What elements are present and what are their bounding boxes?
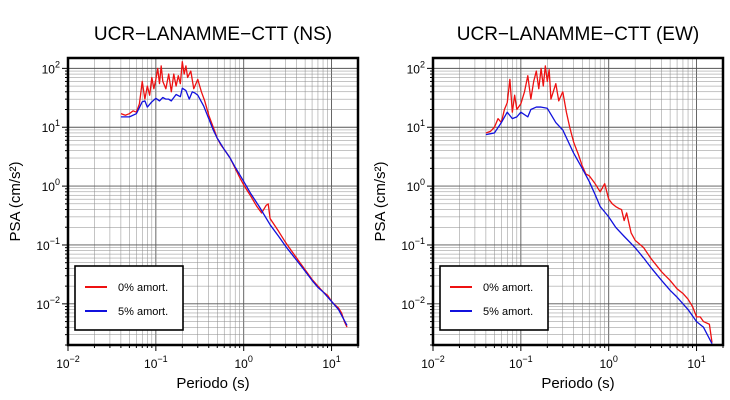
legend-label: 0% amort. bbox=[118, 282, 168, 294]
legend-label: 5% amort. bbox=[118, 306, 168, 318]
y-tick-label: 102 bbox=[42, 59, 60, 76]
y-tick-label: 10−1 bbox=[36, 236, 60, 253]
legend-box bbox=[74, 265, 184, 331]
chart-title: UCR−LANAMME−CTT (EW) bbox=[457, 24, 699, 45]
series-line-0 bbox=[485, 65, 713, 343]
y-tick-label: 101 bbox=[407, 118, 425, 135]
chart-title: UCR−LANAMME−CTT (NS) bbox=[94, 24, 332, 45]
legend-label: 0% amort. bbox=[483, 282, 533, 294]
legend-box bbox=[439, 265, 549, 331]
plot-frame bbox=[66, 56, 360, 347]
legend: 0% amort. 5% amort. bbox=[74, 265, 184, 331]
y-axis-label: PSA (cm/s²) bbox=[372, 161, 389, 241]
x-tick-label: 10−2 bbox=[56, 354, 80, 371]
x-tick-label: 10−1 bbox=[144, 354, 168, 371]
series-line-1 bbox=[485, 106, 713, 345]
legend-label: 5% amort. bbox=[483, 306, 533, 318]
y-axis-label: PSA (cm/s²) bbox=[7, 161, 24, 241]
plot-frame bbox=[431, 56, 725, 347]
x-tick-label: 10−1 bbox=[509, 354, 533, 371]
y-tick-label: 10−2 bbox=[36, 295, 60, 312]
chart-panel-0: UCR−LANAMME−CTT (NS) 10−2 10−1 100 101 10−2 10… bbox=[7, 24, 360, 392]
series-line-1 bbox=[120, 87, 348, 326]
x-tick-label: 101 bbox=[687, 354, 705, 371]
series-line-0 bbox=[120, 61, 348, 328]
chart-panel-1: UCR−LANAMME−CTT (EW) 10−2 10−1 100 101 10−2 10… bbox=[372, 24, 725, 392]
y-tick-label: 100 bbox=[42, 177, 60, 194]
x-tick-label: 101 bbox=[322, 354, 340, 371]
y-tick-label: 101 bbox=[42, 118, 60, 135]
y-tick-label: 10−1 bbox=[401, 236, 425, 253]
x-axis-label: Periodo (s) bbox=[541, 375, 614, 392]
x-tick-label: 100 bbox=[235, 354, 253, 371]
legend: 0% amort. 5% amort. bbox=[439, 265, 549, 331]
y-tick-label: 102 bbox=[407, 59, 425, 76]
grid bbox=[67, 58, 359, 346]
y-tick-label: 10−2 bbox=[401, 295, 425, 312]
x-tick-label: 100 bbox=[600, 354, 618, 371]
x-axis-label: Periodo (s) bbox=[176, 375, 249, 392]
y-tick-label: 100 bbox=[407, 177, 425, 194]
x-tick-label: 10−2 bbox=[421, 354, 445, 371]
